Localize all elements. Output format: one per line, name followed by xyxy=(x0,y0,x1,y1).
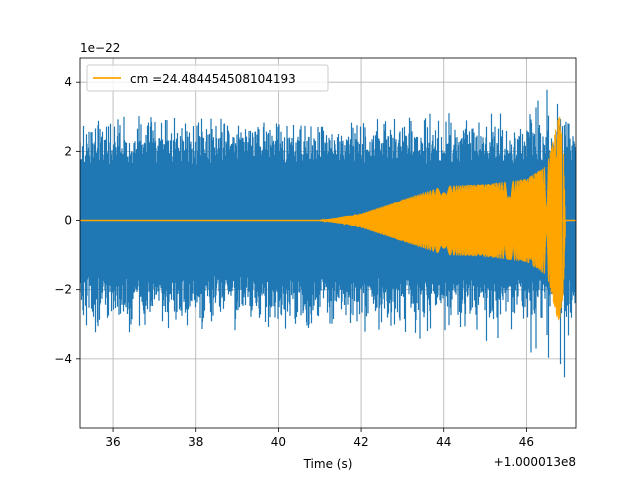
y-tick-label: 0 xyxy=(64,214,72,228)
x-tick-label: 38 xyxy=(188,435,203,449)
x-tick-label: 42 xyxy=(353,435,368,449)
x-tick-label: 46 xyxy=(519,435,534,449)
x-tick-label: 36 xyxy=(105,435,120,449)
y-tick-label: 2 xyxy=(64,144,72,158)
legend-entry: cm =24.484454508104193 xyxy=(130,72,296,86)
y-tick-label: −4 xyxy=(54,352,72,366)
figure: 36 38 40 42 44 46 −4 −2 0 2 4 Time (s) +1.000013e… xyxy=(0,0,640,480)
legend: cm =24.484454508104193 xyxy=(87,65,328,91)
y-scale-label: 1e−22 xyxy=(80,41,120,55)
x-tick-label: 44 xyxy=(436,435,451,449)
y-tick-label: −2 xyxy=(54,283,72,297)
x-offset-label: +1.000013e8 xyxy=(494,455,576,469)
y-tick-label: 4 xyxy=(64,75,72,89)
x-axis-label: Time (s) xyxy=(303,457,353,471)
x-tick-label: 40 xyxy=(271,435,286,449)
